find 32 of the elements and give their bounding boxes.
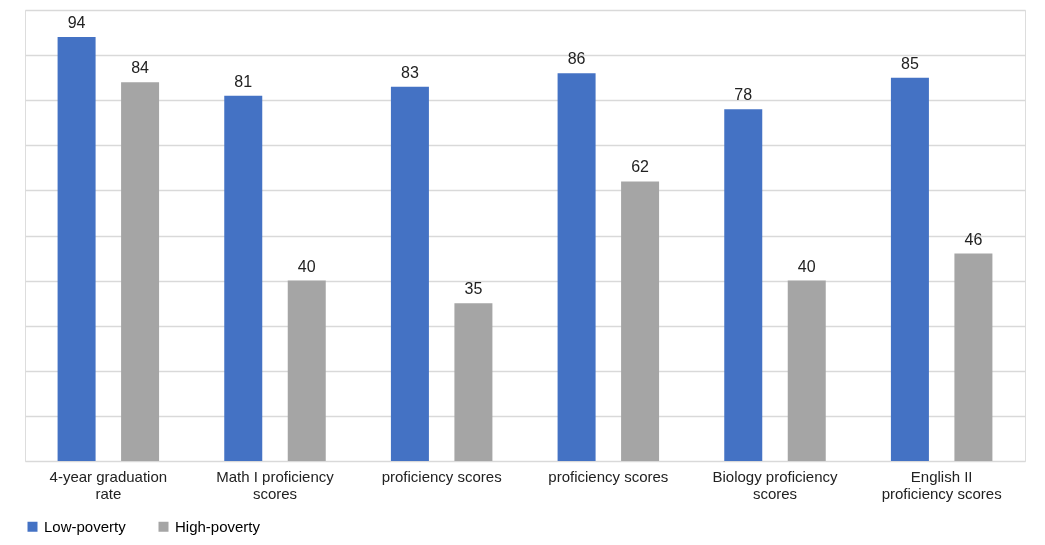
data-label: 62 — [631, 158, 650, 176]
legend-label: Low-poverty — [44, 517, 127, 535]
bar — [224, 95, 263, 461]
bar — [954, 253, 993, 461]
bar — [390, 86, 429, 461]
bar — [724, 109, 763, 461]
data-label: 84 — [131, 59, 150, 77]
data-label: 81 — [234, 72, 253, 90]
x-tick-label: English II proficiency scores — [881, 467, 1002, 502]
data-label: 46 — [964, 230, 983, 248]
bar — [787, 280, 826, 461]
x-tick-label: Biology proficiency scores — [712, 467, 839, 502]
bar — [454, 303, 493, 461]
legend-label: High-poverty — [175, 517, 261, 535]
bar — [121, 82, 160, 461]
bar — [890, 77, 929, 461]
data-label: 78 — [734, 86, 753, 104]
data-label: 85 — [901, 54, 919, 72]
data-label: 86 — [567, 50, 586, 68]
x-tick-label: Math I proficiency scores — [216, 467, 335, 502]
bar — [57, 37, 96, 461]
x-tick-label: proficiency scores — [548, 467, 669, 485]
data-label: 40 — [297, 257, 316, 275]
data-label: 83 — [401, 63, 419, 81]
bar — [287, 280, 326, 461]
x-tick-label: 4-year graduation rate — [49, 467, 168, 502]
data-label: 94 — [67, 14, 86, 32]
bar — [557, 73, 596, 461]
data-label: 40 — [797, 257, 816, 275]
data-label: 35 — [464, 280, 483, 298]
x-tick-label: proficiency scores — [381, 467, 502, 485]
bar — [621, 181, 660, 461]
